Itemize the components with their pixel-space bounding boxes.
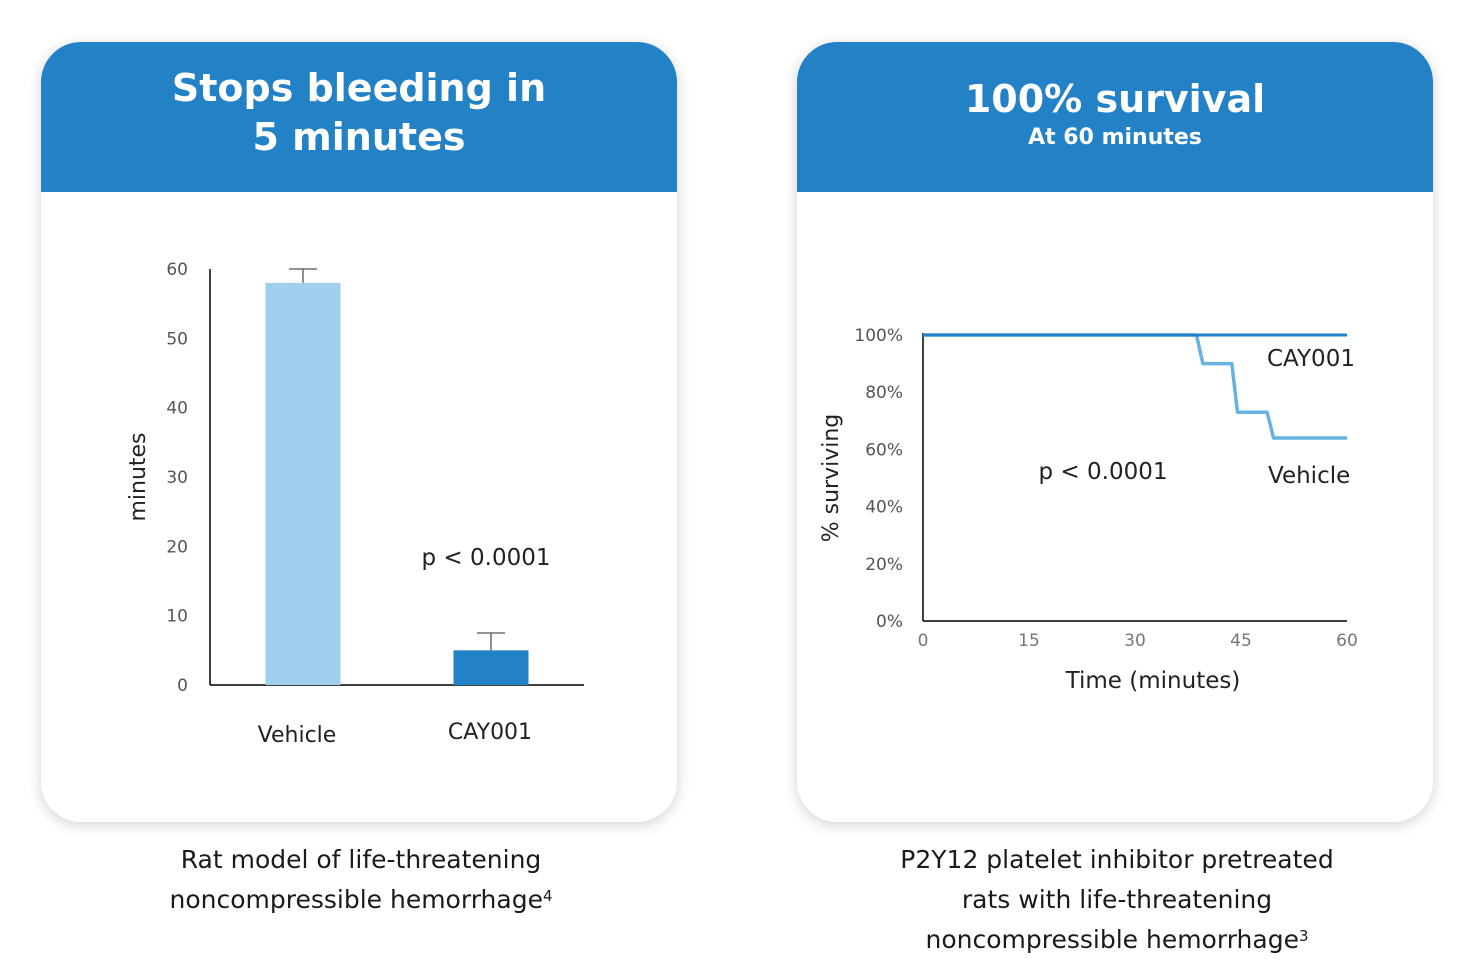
bar-p-value-annotation: p < 0.0001 (422, 545, 551, 571)
survival-caption-line2: rats with life-threatening (961, 885, 1273, 914)
survival-caption-line3: noncompressible hemorrhage3 (797, 920, 1437, 960)
bar-vehicle (265, 282, 341, 685)
bleeding-title-line2: 5 minutes (252, 115, 466, 159)
bar-y-axis-label: minutes (126, 432, 151, 521)
bar-category-label-vehicle: Vehicle (258, 723, 337, 748)
survival-caption: P2Y12 platelet inhibitor pretreated rats… (797, 840, 1437, 960)
series-label-vehicle: Vehicle (1268, 463, 1350, 489)
bar-y-tick-label: 20 (166, 537, 188, 557)
line-x-tick-label: 45 (1230, 631, 1252, 651)
line-x-tick-label: 60 (1336, 631, 1358, 651)
bleeding-bar-chart: 0 10 20 30 40 50 60 minutes Vehicle CAY001 p < 0.0… (126, 260, 584, 748)
line-x-tick-label: 30 (1124, 631, 1146, 651)
bleeding-caption-line1: Rat model of life-threatening (180, 845, 542, 874)
survival-caption-line1: P2Y12 platelet inhibitor pretreated (900, 845, 1334, 874)
bleeding-caption-line2: noncompressible hemorrhage4 (41, 880, 681, 920)
line-y-tick-label: 100% (854, 326, 903, 346)
bar-cay001 (453, 650, 529, 685)
bar-category-label-cay001: CAY001 (448, 720, 532, 745)
bleeding-caption-text: noncompressible hemorrhage (169, 885, 543, 914)
survival-caption-reference: 3 (1298, 927, 1309, 945)
survival-caption-text: noncompressible hemorrhage (925, 925, 1299, 954)
bar-y-tick-label: 0 (177, 676, 188, 696)
survival-card-header: 100% survival At 60 minutes (797, 42, 1433, 192)
line-x-axis-label: Time (minutes) (1065, 668, 1241, 694)
line-x-tick-label: 15 (1018, 631, 1040, 651)
bleeding-title-line1: Stops bleeding in (171, 66, 547, 110)
line-y-tick-label: 0% (876, 612, 903, 632)
series-label-cay001: CAY001 (1267, 346, 1355, 372)
bleeding-caption-reference: 4 (542, 887, 553, 905)
line-y-tick-label: 80% (865, 383, 903, 403)
line-y-tick-label: 20% (865, 555, 903, 575)
bar-y-tick-label: 10 (166, 607, 188, 627)
survival-card-subtitle: At 60 minutes (1028, 125, 1202, 150)
bar-y-tick-label: 60 (166, 260, 188, 280)
bleeding-card-header: Stops bleeding in 5 minutes (41, 42, 677, 192)
bleeding-time-card: Stops bleeding in 5 minutes 0 10 20 30 40 50 6… (41, 42, 677, 822)
bar-y-tick-label: 30 (166, 468, 188, 488)
line-p-value-annotation: p < 0.0001 (1039, 459, 1168, 485)
survival-card-title: 100% survival (964, 77, 1266, 121)
bar-y-tick-label: 40 (166, 399, 188, 419)
bleeding-card-title: Stops bleeding in 5 minutes (41, 64, 677, 162)
series-line-vehicle (923, 333, 1347, 440)
survival-card: 100% survival At 60 minutes 0% 20% 40% 60% 8… (797, 42, 1433, 822)
bleeding-caption: Rat model of life-threatening noncompres… (41, 840, 681, 920)
line-y-axis-label: % surviving (819, 414, 844, 543)
bar-y-tick-label: 50 (166, 329, 188, 349)
line-y-tick-label: 60% (865, 440, 903, 460)
line-x-tick-label: 0 (918, 631, 929, 651)
survival-line-chart: 0% 20% 40% 60% 80% 100% 0 15 30 45 60 Time (minutes… (819, 326, 1358, 694)
line-y-tick-label: 40% (865, 498, 903, 518)
